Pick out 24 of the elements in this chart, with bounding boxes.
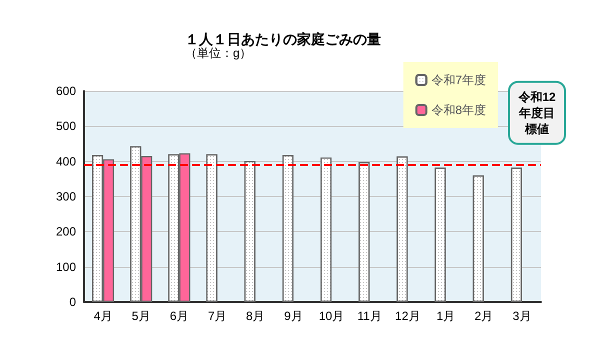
legend-label: 令和8年度 — [431, 103, 486, 117]
legend-label: 令和7年度 — [431, 73, 486, 87]
y-tick-label: 400 — [56, 154, 76, 168]
x-tick-label: 6月 — [170, 309, 189, 323]
y-tick-label: 600 — [56, 84, 76, 98]
y-tick-label: 500 — [56, 119, 76, 134]
y-tick-label: 300 — [56, 190, 76, 204]
x-tick-label: 12月 — [395, 309, 420, 323]
ref-line-label: 令和12年度目標値 — [517, 90, 556, 136]
x-tick-label: 3月 — [512, 309, 532, 323]
y-tick-label: 100 — [56, 260, 76, 274]
y-tick-label: 200 — [56, 224, 76, 239]
x-tick-label: 5月 — [132, 309, 150, 323]
x-tick-label: 4月 — [94, 309, 112, 323]
x-tick-label: 8月 — [246, 309, 265, 323]
x-tick-label: 10月 — [318, 309, 344, 323]
y-tick-label: 0 — [69, 295, 76, 309]
x-tick-label: 9月 — [284, 309, 303, 323]
chart-subtitle: （単位：g） — [185, 46, 252, 60]
x-tick-label: 2月 — [474, 309, 494, 323]
x-tick-label: 11月 — [357, 309, 382, 323]
x-tick-label: 1月 — [436, 309, 456, 323]
x-tick-label: 7月 — [208, 309, 227, 323]
chart-title: １人１日あたりの家庭ごみの量 — [185, 31, 381, 48]
